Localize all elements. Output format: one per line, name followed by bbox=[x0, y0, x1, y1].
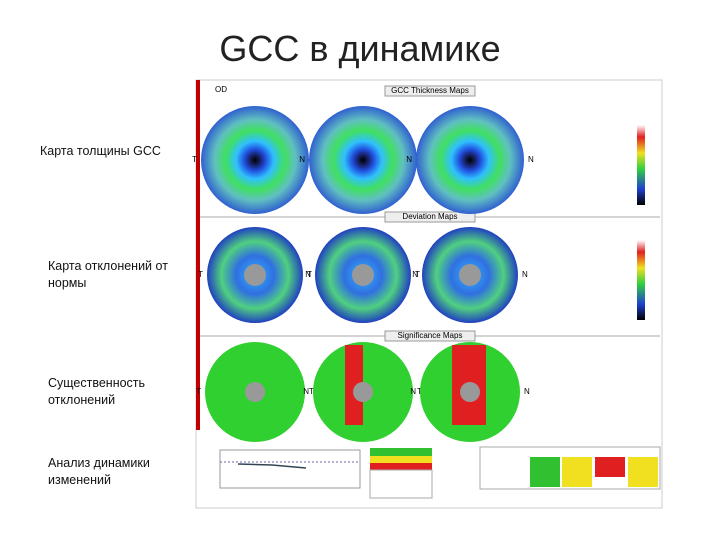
legend-box bbox=[369, 448, 433, 499]
optic-disc bbox=[353, 382, 373, 402]
slide-title: GCC в динамике bbox=[219, 28, 501, 69]
thickness-map bbox=[201, 106, 309, 214]
optic-disc bbox=[459, 264, 481, 286]
section-box bbox=[384, 330, 476, 342]
side-label: N bbox=[305, 270, 311, 279]
side-label: T bbox=[307, 270, 312, 279]
side-label: N bbox=[522, 270, 528, 279]
color-scale bbox=[637, 125, 645, 205]
side-label: T bbox=[196, 387, 201, 396]
side-label: N bbox=[303, 387, 309, 396]
side-label: N bbox=[528, 155, 534, 164]
section-title: Deviation Maps bbox=[402, 212, 457, 221]
row-label: Анализ динамики изменений bbox=[48, 456, 150, 487]
side-label: T bbox=[417, 387, 422, 396]
optic-disc bbox=[352, 264, 374, 286]
side-label: T bbox=[192, 155, 197, 164]
side-label: N bbox=[412, 270, 418, 279]
side-label: T bbox=[198, 270, 203, 279]
thickness-map bbox=[309, 106, 417, 214]
optic-disc bbox=[460, 382, 480, 402]
trend-chart bbox=[219, 449, 361, 489]
side-label: N bbox=[410, 387, 416, 396]
red-strip bbox=[196, 80, 200, 430]
optic-disc bbox=[244, 264, 266, 286]
thickness-map bbox=[416, 106, 524, 214]
side-label: T bbox=[309, 387, 314, 396]
optic-disc bbox=[245, 382, 265, 402]
color-scale bbox=[637, 240, 645, 320]
section-title: GCC Thickness Maps bbox=[391, 86, 469, 95]
side-label: T bbox=[415, 270, 420, 279]
red-area bbox=[345, 345, 363, 425]
section-box bbox=[384, 85, 476, 97]
section-box bbox=[384, 211, 476, 223]
results-table bbox=[479, 446, 661, 490]
row-label: Карта отклонений от нормы bbox=[48, 259, 168, 290]
side-label: N bbox=[299, 155, 305, 164]
section-title: Significance Maps bbox=[398, 331, 463, 340]
eye: OD bbox=[215, 85, 227, 94]
side-label: N bbox=[406, 155, 412, 164]
row-label: Карта толщины GCC bbox=[40, 144, 161, 158]
row-label: Существенность отклонений bbox=[48, 376, 146, 407]
side-label: N bbox=[524, 387, 530, 396]
